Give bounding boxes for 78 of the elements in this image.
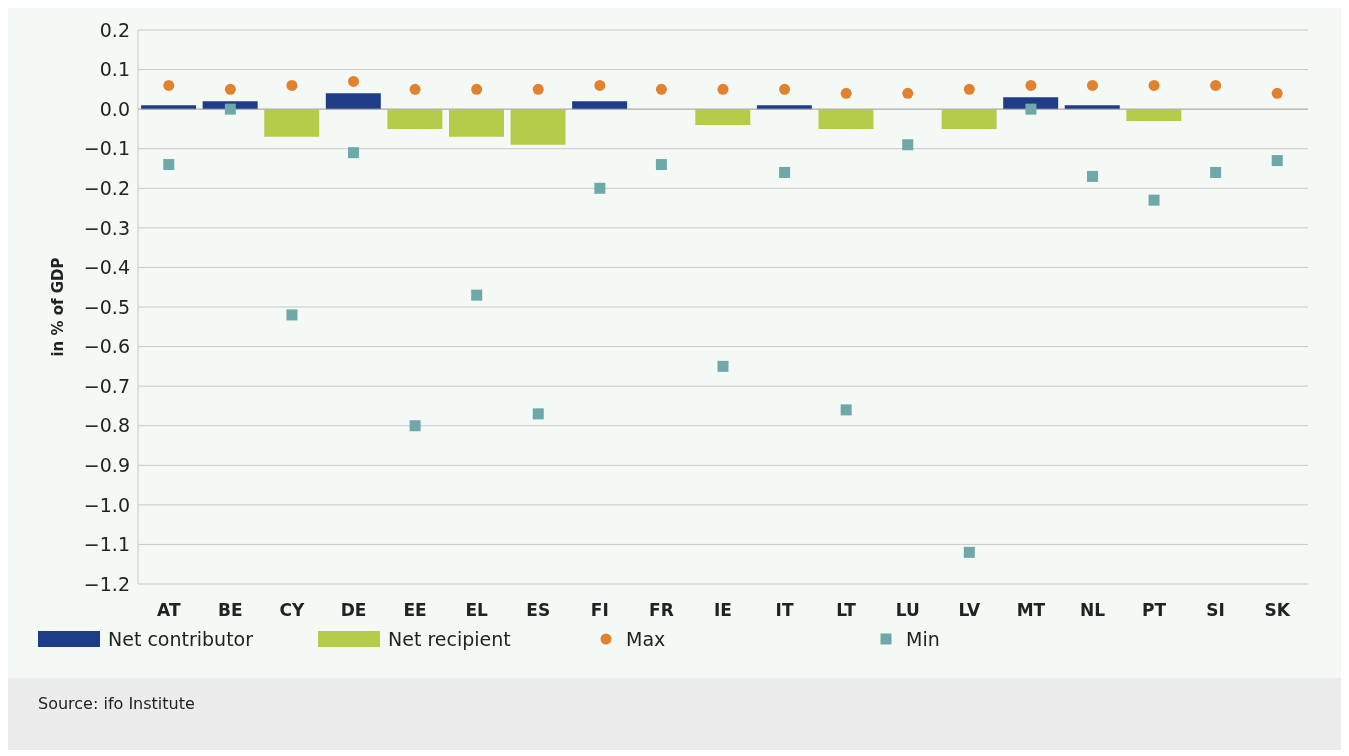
y-axis-title: in % of GDP	[49, 257, 68, 357]
point	[594, 79, 606, 91]
point	[717, 360, 729, 372]
point	[1148, 79, 1160, 91]
point	[1025, 79, 1037, 91]
legend-label: Net contributor	[108, 628, 254, 650]
point	[348, 75, 360, 87]
point	[348, 147, 360, 159]
point	[1271, 155, 1283, 167]
y-tick-label: −0.8	[83, 414, 130, 437]
point	[224, 103, 236, 115]
x-tick-label: SK	[1264, 600, 1291, 621]
point	[594, 182, 606, 194]
point	[286, 79, 298, 91]
x-tick-label: PT	[1142, 600, 1167, 621]
point	[1210, 79, 1222, 91]
point	[409, 420, 421, 432]
point	[902, 87, 914, 99]
y-tick-label: −1.0	[83, 493, 130, 516]
point	[163, 159, 175, 171]
x-tick-label: DE	[340, 600, 367, 621]
point	[963, 546, 975, 558]
x-tick-label: IE	[714, 600, 732, 621]
point	[1148, 194, 1160, 206]
legend-label: Min	[906, 628, 940, 650]
y-tick-label: −0.6	[83, 335, 130, 358]
x-tick-label: SI	[1206, 600, 1225, 621]
point	[1210, 166, 1222, 178]
point	[163, 79, 175, 91]
point	[1271, 87, 1283, 99]
point	[224, 83, 236, 95]
y-tick-label: −0.7	[83, 374, 130, 397]
point	[471, 83, 483, 95]
x-tick-label: EE	[403, 600, 427, 621]
x-tick-label: FI	[590, 600, 609, 621]
x-tick-label: IT	[775, 600, 794, 621]
x-tick-label: BE	[218, 600, 243, 621]
point	[655, 159, 667, 171]
y-tick-label: −1.2	[83, 572, 130, 595]
x-tick-label: NL	[1079, 600, 1106, 621]
x-tick-label: LV	[958, 600, 981, 621]
point	[902, 139, 914, 151]
point	[409, 83, 421, 95]
y-tick-label: 0.2	[99, 18, 130, 41]
y-tick-label: 0.1	[99, 58, 130, 81]
y-tick-label: −0.9	[83, 454, 130, 477]
y-tick-label: −0.3	[83, 216, 130, 239]
x-tick-label: EL	[465, 600, 489, 621]
y-tick-label: −0.5	[83, 295, 130, 318]
point	[963, 83, 975, 95]
point	[717, 83, 729, 95]
x-tick-label: FR	[649, 600, 674, 621]
x-tick-label: LU	[895, 600, 920, 621]
x-tick-label: LT	[836, 600, 857, 621]
point	[779, 83, 791, 95]
point	[1086, 170, 1098, 182]
source-note: Source: ifo Institute	[38, 694, 196, 713]
point	[286, 309, 298, 321]
point	[1025, 103, 1037, 115]
x-tick-label: MT	[1016, 600, 1046, 621]
y-tick-label: 0.0	[99, 97, 130, 120]
point	[532, 408, 544, 420]
y-tick-label: −1.1	[83, 533, 130, 556]
point	[840, 404, 852, 416]
legend-label: Max	[626, 628, 666, 650]
point	[471, 289, 483, 301]
x-tick-label: CY	[279, 600, 306, 621]
x-tick-label: AT	[157, 600, 181, 621]
point	[1086, 79, 1098, 91]
y-tick-label: −0.4	[83, 256, 130, 279]
point	[779, 166, 791, 178]
point	[532, 83, 544, 95]
legend-label: Net recipient	[388, 628, 511, 650]
y-tick-label: −0.2	[83, 177, 130, 200]
x-tick-label: ES	[526, 600, 551, 621]
point	[840, 87, 852, 99]
point	[655, 83, 667, 95]
y-tick-label: −0.1	[83, 137, 130, 160]
